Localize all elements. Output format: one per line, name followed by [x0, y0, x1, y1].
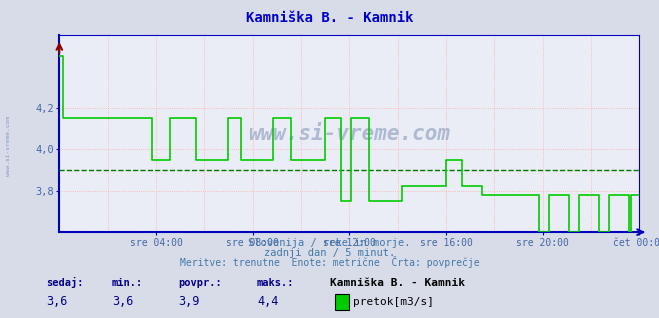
Text: 4,4: 4,4 — [257, 295, 278, 308]
Text: Kamniška B. - Kamnik: Kamniška B. - Kamnik — [330, 278, 465, 288]
Text: min.:: min.: — [112, 278, 143, 288]
Text: Meritve: trenutne  Enote: metrične  Črta: povprečje: Meritve: trenutne Enote: metrične Črta: … — [180, 256, 479, 267]
Text: Slovenija / reke in morje.: Slovenija / reke in morje. — [248, 238, 411, 248]
Text: sedaj:: sedaj: — [46, 277, 84, 288]
Text: 3,6: 3,6 — [46, 295, 67, 308]
Text: www.si-vreme.com: www.si-vreme.com — [248, 124, 450, 143]
Text: zadnji dan / 5 minut.: zadnji dan / 5 minut. — [264, 248, 395, 258]
Text: Kamniška B. - Kamnik: Kamniška B. - Kamnik — [246, 11, 413, 25]
Text: pretok[m3/s]: pretok[m3/s] — [353, 297, 434, 307]
Text: maks.:: maks.: — [257, 278, 295, 288]
Text: 3,6: 3,6 — [112, 295, 133, 308]
Text: www.si-vreme.com: www.si-vreme.com — [6, 116, 11, 176]
Text: 3,9: 3,9 — [178, 295, 199, 308]
Text: povpr.:: povpr.: — [178, 278, 221, 288]
